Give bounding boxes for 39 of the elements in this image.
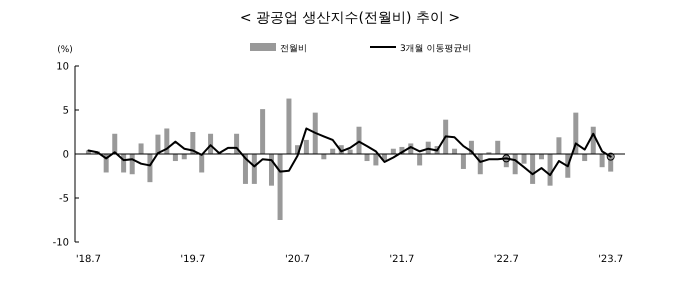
chart-title: < 광공업 생산지수(전월비) 추이 > bbox=[240, 10, 460, 26]
x-tick-label: '19.7 bbox=[180, 254, 206, 265]
x-tick-label: '22.7 bbox=[494, 254, 519, 265]
y-tick-label: 5 bbox=[62, 106, 69, 116]
bar bbox=[582, 154, 588, 162]
bar bbox=[155, 134, 160, 154]
bar bbox=[364, 154, 370, 162]
bar bbox=[278, 154, 283, 220]
bar bbox=[522, 154, 527, 164]
bar bbox=[556, 137, 562, 154]
bar bbox=[452, 148, 458, 154]
bar bbox=[199, 154, 204, 172]
bar bbox=[495, 140, 500, 154]
bar bbox=[330, 148, 336, 154]
bar bbox=[460, 154, 466, 169]
x-tick-label: '20.7 bbox=[285, 254, 310, 265]
x-tick-label: '18.7 bbox=[76, 254, 101, 265]
bar bbox=[417, 154, 422, 166]
bar bbox=[172, 154, 178, 162]
y-axis-title: (%) bbox=[57, 45, 73, 55]
x-tick-label: '23.7 bbox=[598, 254, 624, 265]
bar bbox=[390, 148, 396, 154]
bar bbox=[373, 154, 378, 166]
legend-label: 3개월 이동평균비 bbox=[400, 44, 472, 54]
bar bbox=[286, 98, 292, 154]
bar bbox=[600, 154, 605, 168]
bar bbox=[321, 154, 326, 160]
y-tick-label: 10 bbox=[56, 62, 69, 72]
bar bbox=[538, 154, 544, 160]
y-tick-label: -5 bbox=[59, 194, 69, 204]
bar bbox=[304, 140, 309, 154]
y-tick-label: -10 bbox=[52, 238, 69, 248]
bar bbox=[312, 112, 318, 154]
bar bbox=[182, 154, 187, 160]
legend-label: 전월비 bbox=[280, 44, 307, 54]
y-tick-label: 0 bbox=[62, 150, 69, 160]
bar bbox=[138, 143, 144, 154]
bar bbox=[260, 109, 266, 154]
x-tick-label: '21.7 bbox=[389, 254, 414, 265]
